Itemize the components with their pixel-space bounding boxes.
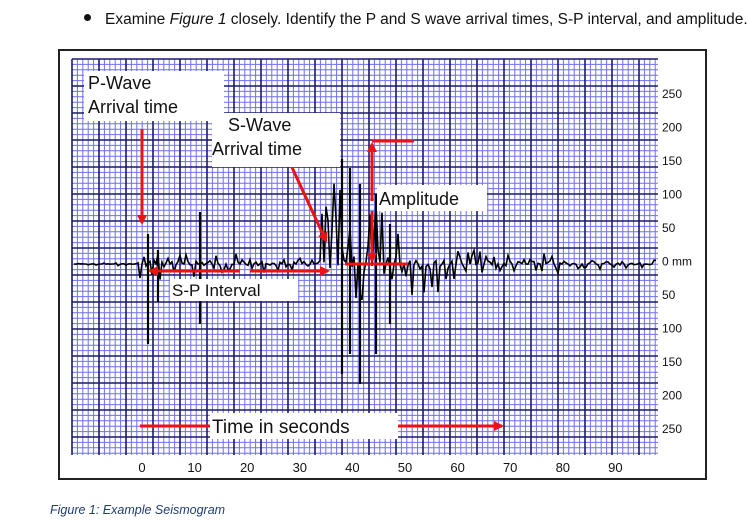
amplitude-tick-label: 150 xyxy=(662,355,682,369)
p-wave-label-line2: Arrival time xyxy=(88,97,178,117)
time-tick-label: 40 xyxy=(345,460,359,475)
p-wave-label: P-Wave Arrival time xyxy=(84,71,224,121)
annotation-arrows xyxy=(137,129,504,431)
seismogram-svg: P-Wave Arrival time S-Wave Arrival time … xyxy=(66,58,705,477)
s-wave-label: S-Wave Arrival time xyxy=(212,113,340,167)
time-tick-label: 90 xyxy=(608,460,622,475)
sp-interval-label-text: S-P Interval xyxy=(172,281,261,300)
time-scale: 0 10 20 30 40 50 60 70 80 90 xyxy=(138,460,622,475)
bullet-icon xyxy=(84,14,91,22)
amplitude-tick-label: 150 xyxy=(662,154,682,168)
time-tick-label: 10 xyxy=(187,460,201,475)
amplitude-tick-label: 250 xyxy=(662,87,682,101)
instruction-suffix: closely. Identify the P and S wave arriv… xyxy=(226,11,747,28)
seismic-trace xyxy=(73,159,656,384)
time-tick-label: 50 xyxy=(398,460,412,475)
time-tick-label: 0 xyxy=(138,460,145,475)
time-tick-label: 20 xyxy=(240,460,254,475)
time-axis-label-text: Time in seconds xyxy=(212,417,350,438)
s-wave-label-line2: Arrival time xyxy=(212,139,302,159)
sp-interval-label: S-P Interval xyxy=(170,279,298,301)
amplitude-tick-label: 250 xyxy=(662,422,682,436)
s-wave-label-line1: S-Wave xyxy=(228,115,291,135)
p-wave-label-line1: P-Wave xyxy=(88,73,151,93)
amplitude-tick-label: 50 xyxy=(662,221,676,235)
amplitude-tick-label: 100 xyxy=(662,188,682,202)
amplitude-tick-label: 200 xyxy=(662,121,682,135)
instruction-line: Examine Figure 1 closely. Identify the P… xyxy=(84,11,747,29)
instruction-prefix: Examine xyxy=(105,11,170,28)
time-axis-label: Time in seconds xyxy=(210,413,398,439)
amplitude-label: Amplitude xyxy=(377,185,487,211)
amplitude-tick-label: 50 xyxy=(662,288,676,302)
amplitude-tick-label: 100 xyxy=(662,322,682,336)
amplitude-tick-label: 200 xyxy=(662,389,682,403)
amplitude-label-text: Amplitude xyxy=(379,189,459,209)
amplitude-tick-label: 0 mm xyxy=(662,255,692,269)
figure-reference: Figure 1 xyxy=(169,11,227,28)
amplitude-scale: 250 200 150 100 50 0 mm 50 100 150 200 250 xyxy=(662,87,692,436)
time-tick-label: 80 xyxy=(556,460,570,475)
time-tick-label: 30 xyxy=(293,460,307,475)
time-tick-label: 60 xyxy=(450,460,464,475)
figure-caption: Figure 1: Example Seismogram xyxy=(50,503,226,517)
seismogram-figure: P-Wave Arrival time S-Wave Arrival time … xyxy=(58,49,707,480)
time-tick-label: 70 xyxy=(503,460,517,475)
